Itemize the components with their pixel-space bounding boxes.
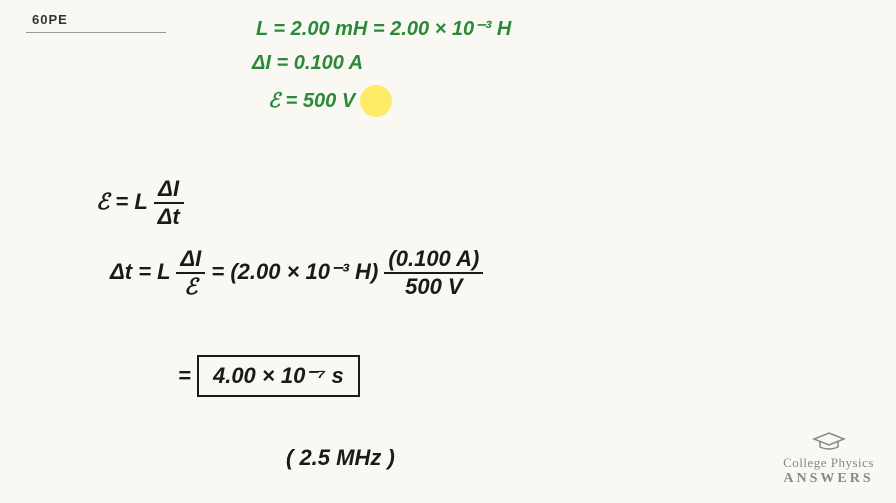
equation-emf-formula: ℰ = L ΔI Δt	[96, 178, 184, 228]
eq3-prefix: =	[178, 363, 197, 388]
equation-frequency: ( 2.5 MHz )	[286, 445, 395, 471]
eq2-lhs: Δt = L	[110, 259, 170, 284]
eq1-fraction: ΔI Δt	[154, 178, 184, 228]
given-inductance: L = 2.00 mH = 2.00 × 10⁻³ H	[256, 16, 511, 41]
eq1-frac-top: ΔI	[154, 178, 184, 204]
graduation-cap-icon	[812, 431, 846, 451]
eq2-fraction1: ΔI ℰ	[176, 248, 205, 298]
eq2-fraction2: (0.100 A) 500 V	[384, 248, 483, 298]
logo-line1: College Physics	[783, 455, 874, 471]
eq2-frac2-top: (0.100 A)	[384, 248, 483, 274]
brand-logo: College Physics ANSWERS	[783, 431, 874, 487]
eq1-lhs: ℰ = L	[96, 189, 147, 214]
eq2-mid: = (2.00 × 10⁻³ H)	[211, 259, 378, 284]
eq2-frac2-bot: 500 V	[384, 274, 483, 298]
given-emf: ℰ = 500 V	[268, 88, 355, 113]
equation-solve-dt: Δt = L ΔI ℰ = (2.00 × 10⁻³ H) (0.100 A) …	[110, 248, 483, 298]
eq2-frac1-bot: ℰ	[176, 274, 205, 298]
given-delta-current: ΔI = 0.100 A	[252, 52, 363, 75]
eq2-frac1-top: ΔI	[176, 248, 205, 274]
logo-line2: ANSWERS	[783, 471, 874, 487]
equation-result: = 4.00 × 10⁻⁷ s	[178, 355, 360, 397]
problem-label: 60PE	[32, 12, 68, 27]
label-underline	[26, 32, 166, 33]
result-box: 4.00 × 10⁻⁷ s	[197, 355, 360, 397]
highlight-circle	[360, 85, 392, 117]
eq1-frac-bot: Δt	[154, 204, 184, 228]
